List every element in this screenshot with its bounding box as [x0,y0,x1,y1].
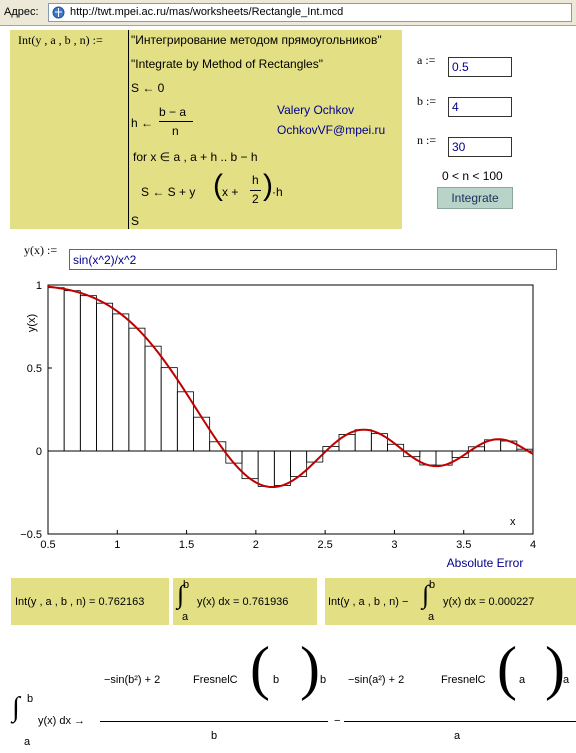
integral-sign-icon: ∫ [12,692,20,723]
address-label: Адрес: [4,6,39,18]
fresnel-arg-2: a [519,674,526,686]
n-constraint: 0 < n < 100 [442,169,503,183]
error-upper: b [429,579,436,591]
paren-left: ( [497,635,517,701]
y-axis-label: y(x) [26,314,38,332]
x-tick-label: 1 [114,539,120,551]
b-input[interactable]: 4 [448,97,512,117]
x-tick-label: 3 [391,539,397,551]
x-axis-label: x [510,516,516,528]
error-result-box: Int(y , a , b , n) − ∫ b a y(x) dx = 0.0… [325,578,576,625]
paren-right: ) [545,635,565,701]
error-prefix: Int(y , a , b , n) − [328,596,409,608]
int-result-box: Int(y , a , b , n) = 0.762163 [11,578,169,625]
absolute-error-link: Absolute Error [447,556,524,570]
symbolic-lhs: y(x) dx → [38,715,86,727]
program-block: Int(y , a , b , n) := "Интегрирование ме… [10,30,402,229]
y-tick-label: 0 [36,446,42,458]
author-email: OchkovVF@mpei.ru [277,123,386,137]
program-line-init: S ← 0 [131,81,165,95]
program-h-assign: h ← [131,116,154,130]
program-line-en: "Integrate by Method of Rectangles" [131,57,323,71]
fresnel-2: FresnelC [441,674,486,686]
fresnel-arg-1: b [273,674,280,686]
fraction-bar [250,190,261,191]
address-bar: Адрес: http://twt.mpei.ac.ru/mas/workshe… [0,0,576,26]
n-input[interactable]: 30 [448,137,512,157]
plot-frame [47,284,534,535]
program-bracket [128,30,129,229]
program-s-inner: x + [222,185,239,199]
address-input[interactable]: http://twt.mpei.ac.ru/mas/worksheets/Rec… [48,3,572,22]
fraction-bar [159,121,193,122]
program-definition: Int(y , a , b , n) := [18,33,103,47]
numerator-2-tail: a [563,674,570,686]
program-h-num: b − a [159,105,187,119]
n-label: n := [417,133,437,147]
b-label: b := [417,94,437,108]
program-s-den: 2 [252,192,259,206]
minus-sign: − [334,715,341,727]
symbolic-result: ∫ b a y(x) dx → −sin(b²) + 2 FresnelC ( … [0,630,576,753]
x-tick-label: 2.5 [317,539,332,551]
program-s-prefix: S ← S + y [141,185,196,199]
denominator-2: a [454,730,461,742]
x-tick-label: 4 [530,539,536,551]
a-label: a := [417,53,436,67]
x-tick-label: 2 [253,539,259,551]
paren-right: ) [300,635,320,701]
paren-left: ( [213,169,223,202]
x-tick-label: 0.5 [40,539,55,551]
fresnel-1: FresnelC [193,674,238,686]
integral-result: y(x) dx = 0.761936 [197,596,289,608]
function-label: y(x) := [24,243,58,257]
function-input[interactable]: sin(x^2)/x^2 [69,249,557,270]
integration-chart: 0.5 1 1.5 2 2.5 3 3.5 4 1 0.5 0 −0.5 x y(x) Absolute E… [20,280,536,570]
author-name: Valery Ochkov [277,103,355,117]
integrate-button[interactable]: Integrate [437,187,513,209]
int-result: Int(y , a , b , n) = 0.762163 [15,596,145,608]
program-return: S [131,214,140,228]
error-result: y(x) dx = 0.000227 [443,596,535,608]
integral-lower: a [182,611,189,623]
program-for-line: for x ∈ a , a + h .. b − h [133,150,258,164]
a-input[interactable]: 0.5 [448,57,512,77]
integral-result-box: ∫ b a y(x) dx = 0.761936 [173,578,317,625]
y-tick-label: 0.5 [27,363,42,375]
fraction-bar [100,721,328,722]
program-s-suffix: ·h [272,185,283,199]
numerator-1-tail: b [320,674,327,686]
program-line-ru: "Интегрирование методом прямоугольников" [131,33,382,47]
address-url: http://twt.mpei.ac.ru/mas/worksheets/Rec… [70,6,344,18]
page-icon [52,6,65,19]
function-curve [47,285,534,489]
integral-sign-icon: ∫ [422,580,430,609]
paren-right: ) [263,169,273,202]
denominator-1: b [211,730,218,742]
symbolic-lower: a [24,736,31,748]
integral-upper: b [183,579,190,591]
symbolic-upper: b [27,693,34,705]
y-tick-label: 1 [36,280,42,292]
fraction-bar [344,721,576,722]
numerator-2: −sin(a²) + 2 [348,674,405,686]
x-tick-label: 3.5 [456,539,471,551]
program-s-h: h [252,173,259,187]
integral-sign-icon: ∫ [177,580,185,609]
error-lower: a [428,611,435,623]
y-tick-label: −0.5 [20,529,42,541]
program-h-den: n [172,124,179,138]
x-tick-label: 1.5 [179,539,194,551]
numerator-1: −sin(b²) + 2 [104,674,161,686]
paren-left: ( [250,635,270,701]
